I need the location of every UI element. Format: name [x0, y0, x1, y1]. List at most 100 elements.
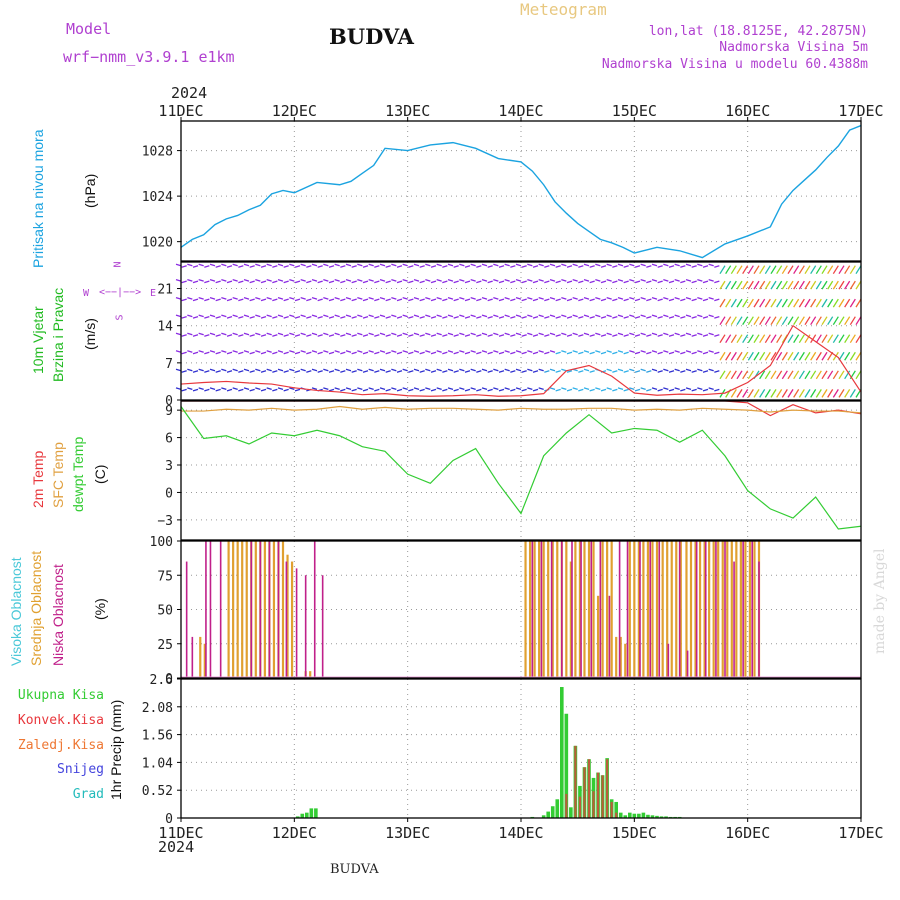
wind-arrow — [680, 265, 686, 268]
wind-arrow — [447, 297, 454, 300]
wind-arrow — [317, 316, 323, 319]
wind-arrow — [351, 370, 357, 373]
wind-arrow — [714, 334, 720, 337]
wind-arrow — [629, 297, 635, 300]
wind-arrow — [487, 298, 493, 302]
wind-arrow — [719, 334, 726, 344]
wind-arrow — [306, 265, 312, 268]
mid-cloud-bar — [619, 636, 622, 678]
wind-arrow — [294, 265, 301, 268]
wind-arrow — [855, 298, 862, 308]
total-precip-bar — [664, 816, 668, 818]
wind-arrow — [583, 387, 590, 391]
total-precip-bar — [618, 812, 623, 818]
wind-arrow — [691, 265, 697, 268]
wind-arrow — [651, 368, 658, 372]
wind-arrow — [498, 298, 505, 302]
wind-arrow — [595, 278, 601, 282]
wind-arrow — [232, 278, 238, 282]
wind-arrow — [351, 351, 357, 355]
wind-arrow — [793, 316, 800, 326]
wind-arrow — [702, 334, 709, 337]
conv-precip-bar — [615, 812, 618, 818]
wind-arrow — [510, 351, 516, 355]
wind-arrow — [442, 298, 448, 302]
wind-arrow — [306, 334, 312, 337]
wind-arrow — [481, 350, 488, 353]
wind-arrow — [459, 314, 465, 318]
wind-arrow — [255, 387, 261, 391]
x-tick-label-top: 15DEC — [612, 102, 657, 120]
wind-arrow — [595, 314, 601, 318]
model-elevation-label: Nadmorska Visina u modelu 60.4388m — [601, 57, 868, 72]
wind-arrow — [793, 298, 800, 308]
wind-arrow — [646, 334, 652, 337]
wind-arrow — [226, 388, 233, 392]
wind-arrow — [504, 368, 510, 372]
wind-arrow — [300, 368, 306, 372]
wind-arrow — [289, 350, 295, 353]
wind-arrow — [181, 351, 187, 355]
wind-arrow — [566, 351, 573, 355]
mid-cloud-axis-title: Srednja Oblacnost — [28, 550, 44, 666]
mid-cloud-bar — [533, 541, 536, 678]
wind-arrow — [368, 350, 374, 353]
wind-arrow — [764, 370, 771, 380]
y-tick-label: 21 — [157, 283, 173, 298]
wind-arrow — [747, 265, 754, 275]
wind-arrow — [753, 334, 760, 344]
wind-arrow — [215, 370, 221, 373]
wind-arrow — [425, 263, 431, 267]
wind-arrow — [549, 314, 556, 318]
wind-arrow — [368, 387, 374, 391]
wind-arrow — [481, 263, 488, 267]
wind-arrow — [680, 388, 686, 392]
wind-arrow — [464, 388, 471, 392]
low-cloud-bar — [639, 541, 641, 678]
wind-arrow — [379, 297, 386, 300]
wind-arrow — [719, 280, 726, 290]
wind-arrow — [436, 368, 442, 372]
wind-arrow — [340, 351, 346, 355]
low-cloud-bar — [667, 643, 670, 678]
mid-cloud-bar — [675, 541, 678, 678]
mid-cloud-bar — [726, 541, 729, 678]
wind-arrow — [697, 263, 703, 267]
conv-precip-bar — [592, 791, 595, 818]
wind-arrow — [317, 265, 323, 268]
wind-arrow — [362, 351, 369, 355]
wind-arrow — [430, 370, 437, 373]
wind-arrow — [691, 298, 697, 302]
wind-arrow — [215, 298, 221, 302]
wind-arrow — [776, 265, 783, 275]
mid-cloud-bar — [670, 541, 673, 678]
wind-arrow — [538, 278, 544, 282]
y-tick-label: −3 — [157, 514, 173, 529]
wind-arrow — [527, 263, 533, 267]
mid-cloud-bar — [263, 541, 266, 678]
wind-arrow — [204, 298, 210, 302]
wind-arrow — [634, 334, 641, 337]
wind-arrow — [328, 280, 335, 284]
total-precip-bar — [541, 815, 546, 818]
wind-arrow — [470, 278, 476, 282]
wind-arrow — [532, 265, 539, 268]
wind-arrow — [634, 265, 641, 268]
wind-arrow — [226, 351, 233, 355]
wind-arrow — [708, 297, 714, 300]
wind-arrow — [736, 334, 743, 344]
wind-arrow — [221, 314, 227, 318]
wind-arrow — [719, 370, 726, 380]
wind-arrow — [442, 265, 448, 268]
wind-arrow — [334, 278, 340, 282]
wind-arrow — [714, 388, 720, 392]
wind-arrow — [204, 265, 210, 268]
mid-cloud-bar — [578, 541, 582, 678]
wind-arrow — [272, 334, 278, 337]
wind-arrow — [476, 265, 482, 268]
legend-frozen-rain: Zaledj.Kisa — [17, 738, 104, 753]
wind-arrow — [606, 278, 612, 282]
wind-arrow — [855, 351, 862, 361]
wind-arrow — [617, 297, 624, 300]
wind-arrow — [742, 334, 749, 344]
